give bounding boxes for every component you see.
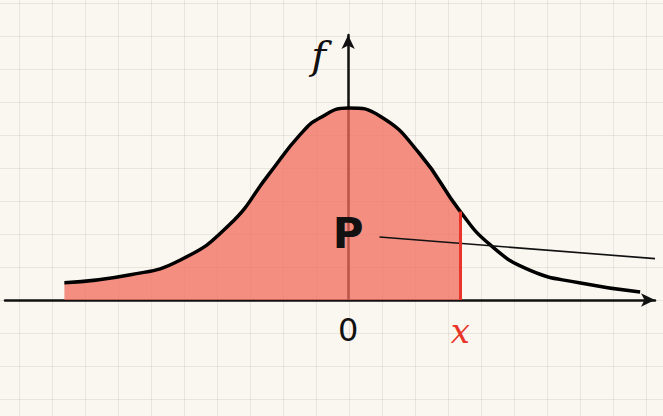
svg-text:f: f <box>308 32 332 78</box>
svg-text:x: x <box>451 311 470 351</box>
svg-text:0: 0 <box>338 311 358 349</box>
svg-text:P: P <box>333 209 364 258</box>
